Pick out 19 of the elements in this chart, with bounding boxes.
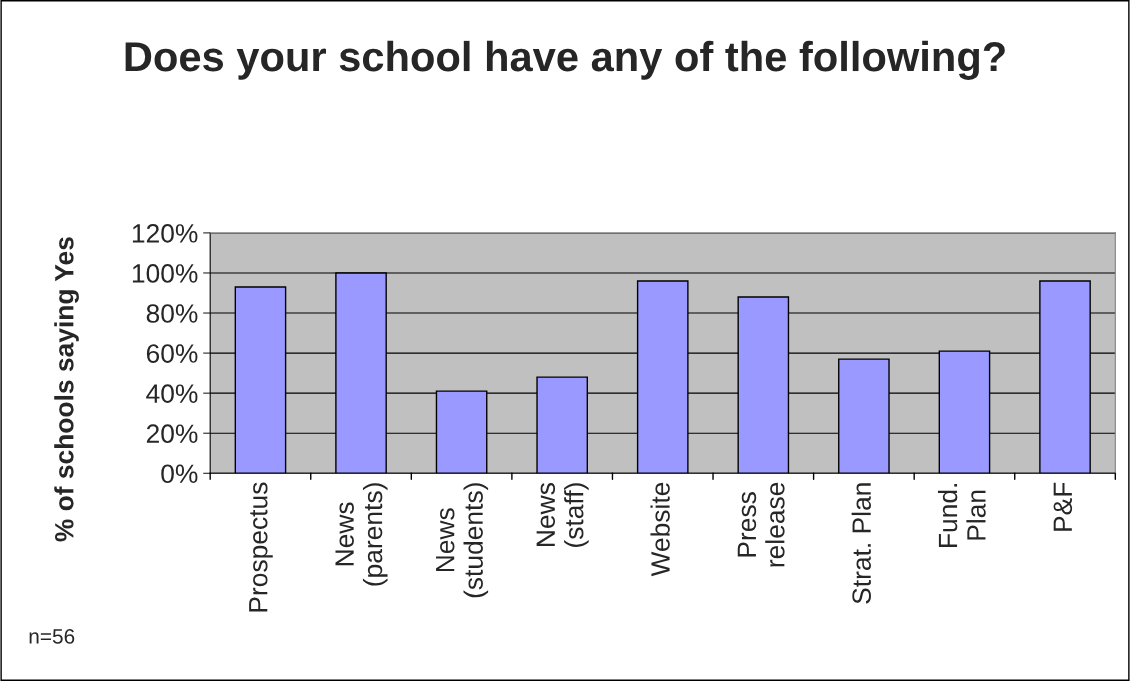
x-tick-label: News (students) bbox=[436, 483, 489, 598]
x-tick-label: Fund. Plan bbox=[937, 484, 986, 547]
text: n=56 bbox=[29, 629, 75, 644]
y-tick-label: 100% bbox=[132, 264, 198, 283]
y-tick-label: 60% bbox=[146, 344, 198, 363]
y-tick-label: 120% bbox=[132, 224, 198, 243]
y-tick-label: 0% bbox=[161, 464, 198, 484]
y-axis-title: % of schools saying Yes bbox=[54, 237, 79, 542]
chart-title: Does your school have any of the following? bbox=[125, 40, 1005, 80]
x-tick-label: News (parents) bbox=[335, 483, 388, 586]
x-tick-label: News (staff) bbox=[536, 483, 589, 547]
x-tick-label: Strat. Plan bbox=[851, 483, 871, 604]
y-tick-label: 40% bbox=[146, 384, 198, 403]
x-tick-label: Prospectus bbox=[249, 482, 273, 612]
x-tick-label: P&F bbox=[1053, 482, 1073, 531]
x-tick-label: Website bbox=[650, 482, 670, 577]
x-tick-label: Press release bbox=[737, 482, 785, 567]
y-tick-label: 80% bbox=[146, 304, 198, 323]
y-tick-label: 20% bbox=[146, 424, 198, 444]
